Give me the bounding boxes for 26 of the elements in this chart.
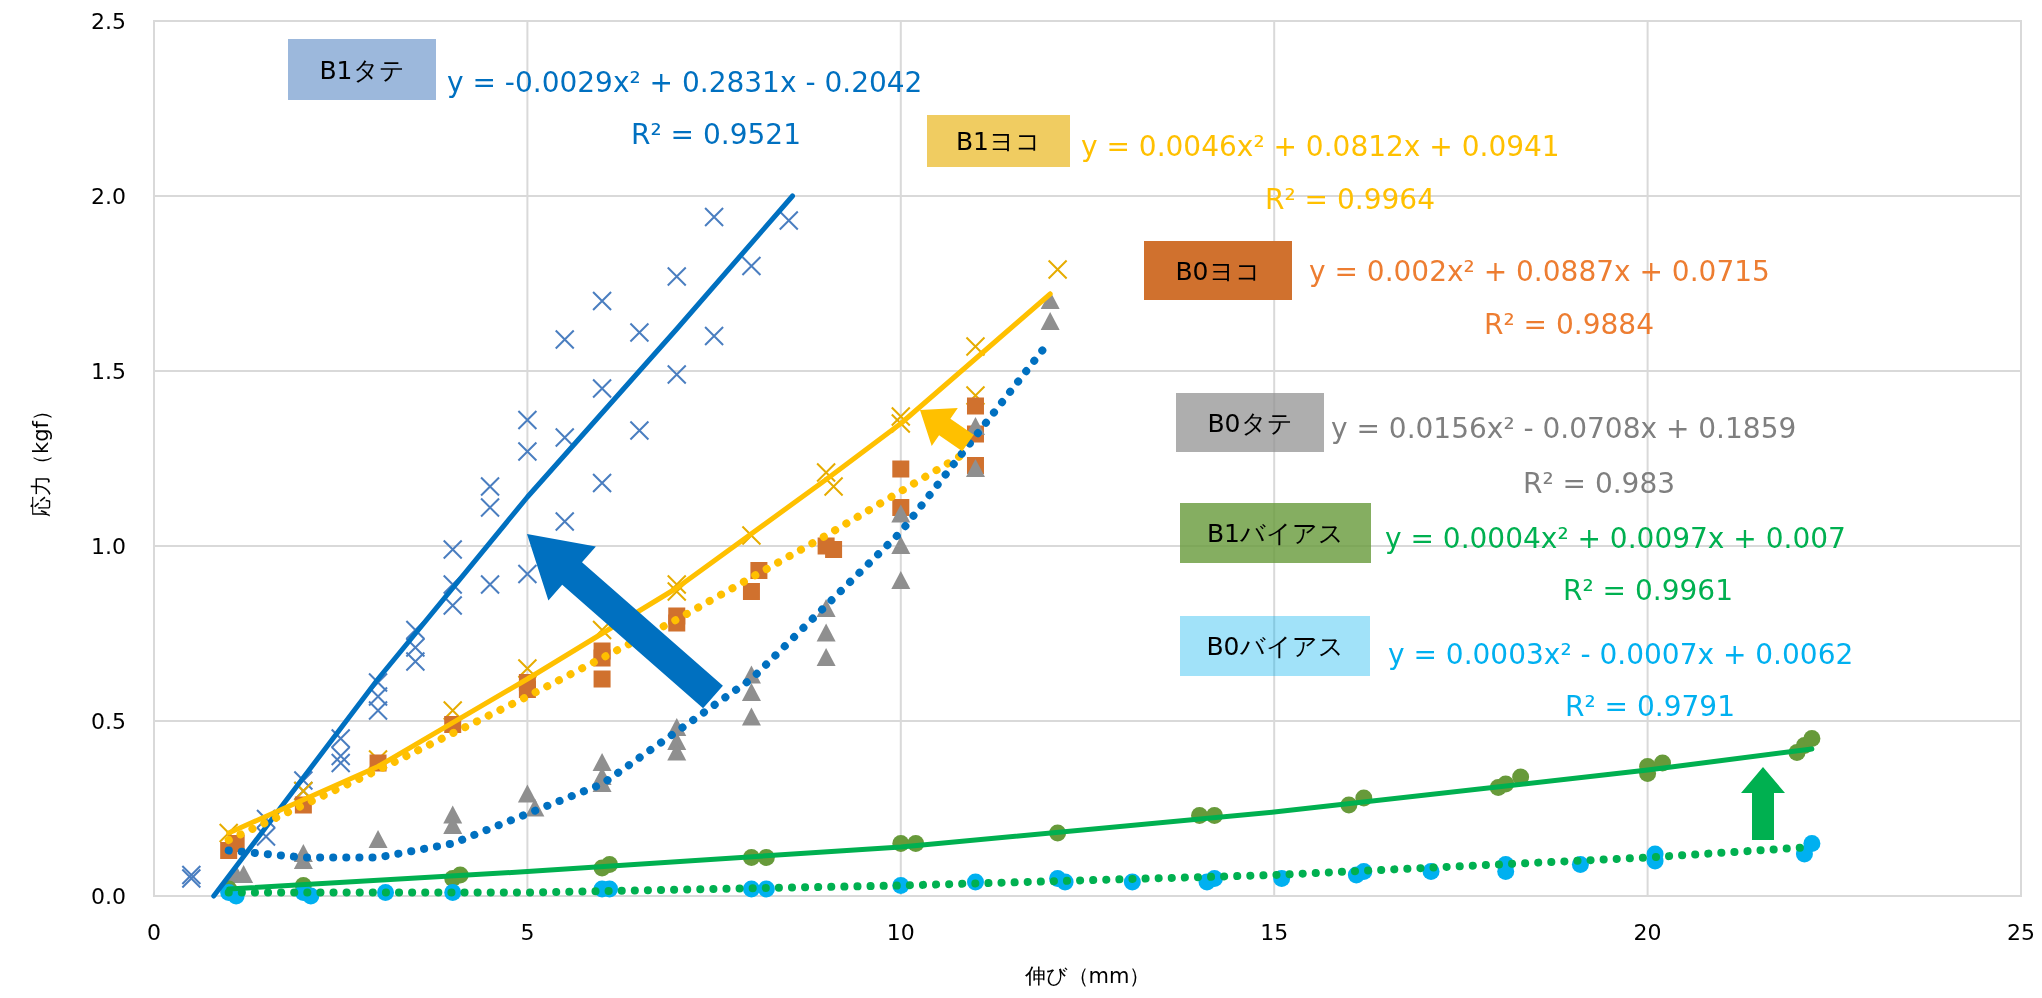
y-tick-label: 0.5 (91, 709, 126, 734)
y-tick-label: 1.0 (91, 534, 126, 559)
annotation: R² = 0.9961 (1563, 574, 1733, 607)
annotation: y = 0.0004x² + 0.0097x + 0.007 (1385, 522, 1846, 555)
x-tick-label: 20 (1633, 920, 1662, 945)
annotation: R² = 0.9791 (1565, 690, 1735, 723)
annotation: y = 0.002x² + 0.0887x + 0.0715 (1309, 255, 1770, 288)
annotation: y = 0.0003x² - 0.0007x + 0.0062 (1388, 638, 1854, 671)
x-tick-label: 15 (1260, 920, 1289, 945)
annotation: y = 0.0156x² - 0.0708x + 0.1859 (1331, 412, 1797, 445)
y-tick-label: 0.0 (91, 884, 126, 909)
annotation: R² = 0.983 (1522, 467, 1676, 500)
x-tick-label: 10 (886, 920, 915, 945)
y-tick-label: 1.5 (91, 359, 126, 384)
y-axis-title: 応力（kgf） (29, 400, 53, 517)
x-axis-title: 伸び（mm） (1023, 964, 1151, 988)
y-tick-label: 2.0 (91, 184, 126, 209)
y-tick-label: 2.5 (91, 9, 126, 34)
annotation: R² = 0.9521 (631, 118, 801, 151)
x-tick-label: 0 (147, 920, 161, 945)
annotation: y = 0.0046x² + 0.0812x + 0.0941 (1081, 130, 1560, 163)
annotation: R² = 0.9964 (1265, 183, 1435, 216)
annotation: R² = 0.9884 (1484, 308, 1654, 341)
annotation: y = -0.0029x² + 0.2831x - 0.2042 (447, 66, 923, 99)
x-tick-label: 5 (520, 920, 535, 945)
x-tick-label: 25 (2007, 920, 2035, 945)
